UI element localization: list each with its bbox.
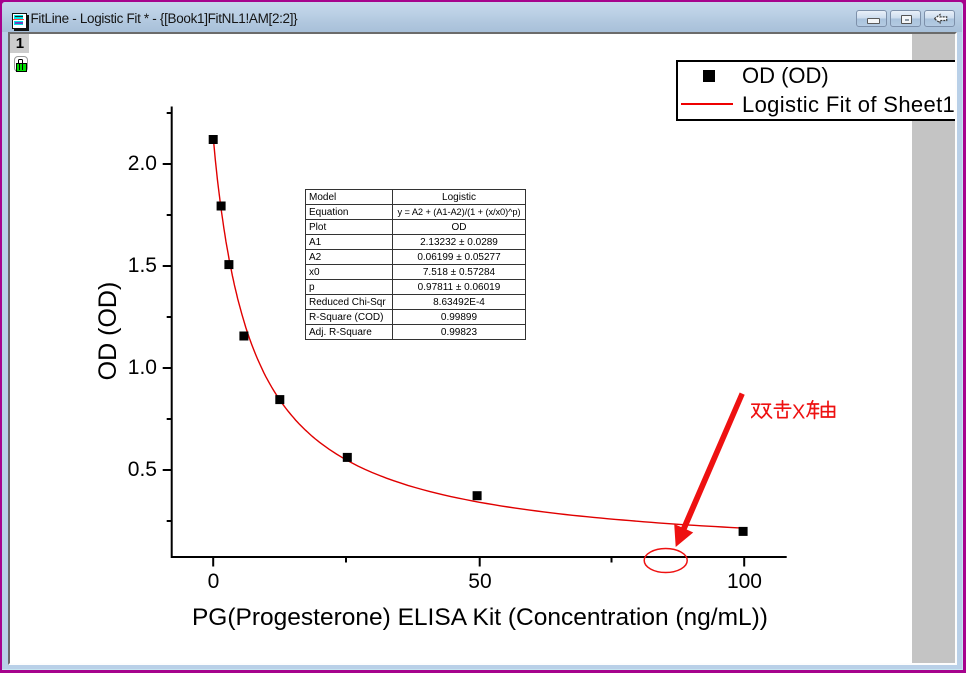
svg-text:X: X <box>792 402 805 423</box>
